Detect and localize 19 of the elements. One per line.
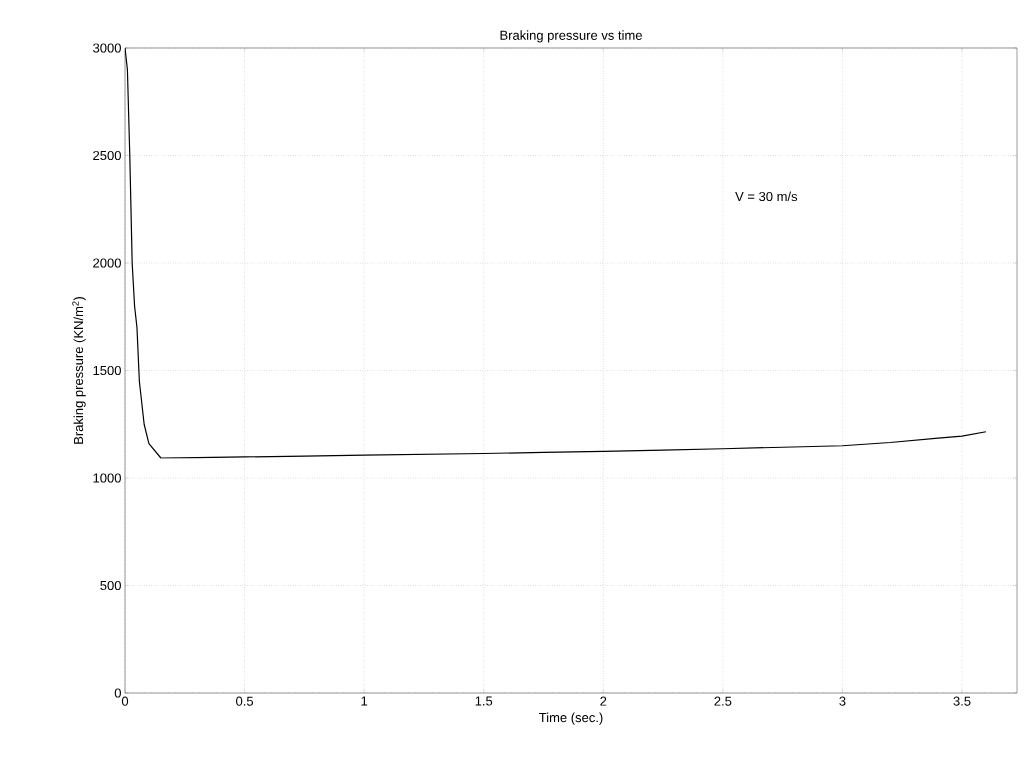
- y-tick-label: 1500: [93, 365, 121, 376]
- x-tick-label: 3.5: [953, 696, 971, 706]
- y-tick-label: 500: [100, 580, 121, 591]
- x-tick-label: 1: [361, 696, 368, 706]
- annotation: V = 30 m/s: [735, 191, 798, 202]
- x-axis-title: Time (sec.): [539, 712, 603, 725]
- x-tick-label: 0.5: [236, 696, 254, 706]
- x-tick-label: 2: [600, 696, 607, 706]
- y-axis-title: Braking pressure (KN/m$^{2}$): [72, 297, 86, 444]
- y-tick-label: 1000: [93, 473, 121, 483]
- y-tick-label: 0: [114, 688, 121, 698]
- chart-title: Braking pressure vs time: [500, 30, 642, 43]
- x-tick-label: 3: [839, 696, 846, 706]
- y-tick-label: 2000: [93, 258, 121, 268]
- x-tick-label: 2.5: [714, 696, 732, 706]
- x-tick-label: 0: [121, 696, 129, 706]
- y-tick-label: 3000: [93, 43, 121, 53]
- y-tick-label: 2500: [93, 150, 121, 161]
- x-tick-label: 1.5: [475, 696, 493, 706]
